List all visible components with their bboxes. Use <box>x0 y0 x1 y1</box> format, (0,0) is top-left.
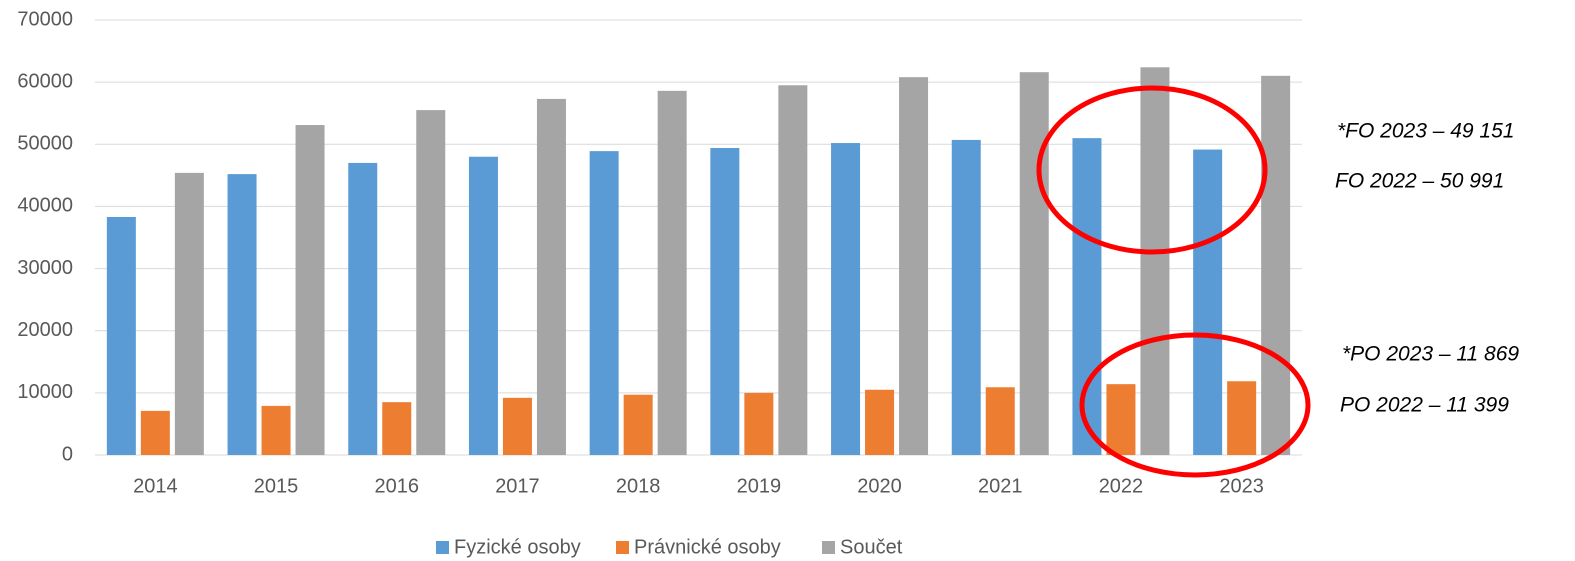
highlight-ellipse <box>1079 332 1311 478</box>
y-tick-label: 40000 <box>17 195 73 217</box>
bar <box>468 156 498 455</box>
bar <box>623 394 653 455</box>
x-tick-label: 2021 <box>978 475 1023 497</box>
bar <box>140 410 170 455</box>
y-tick-label: 70000 <box>17 8 73 30</box>
highlight-ellipse <box>1036 85 1268 255</box>
bar <box>536 98 566 456</box>
y-tick-label: 20000 <box>17 319 73 341</box>
bar <box>261 405 291 455</box>
bar <box>1227 381 1257 455</box>
bar <box>831 143 861 456</box>
x-tick-label: 2014 <box>133 475 178 497</box>
bar <box>899 77 929 456</box>
x-tick-label: 2018 <box>616 475 661 497</box>
annotation: *PO 2023 – 11 869 <box>1342 343 1519 366</box>
bar <box>710 148 740 455</box>
legend-label: Právnické osoby <box>634 536 781 558</box>
annotation: FO 2022 – 50 991 <box>1335 170 1504 193</box>
y-tick-label: 50000 <box>17 133 73 155</box>
bar <box>744 392 774 455</box>
legend-swatch <box>822 541 835 554</box>
legend-label: Součet <box>840 536 903 558</box>
x-tick-label: 2015 <box>254 475 299 497</box>
y-tick-label: 0 <box>62 443 73 465</box>
y-tick-label: 30000 <box>17 257 73 279</box>
x-tick-label: 2023 <box>1219 475 1264 497</box>
bar <box>416 110 446 455</box>
x-tick-label: 2017 <box>495 475 540 497</box>
bar <box>1193 149 1223 455</box>
bar <box>1140 67 1170 455</box>
legend-swatch <box>436 541 449 554</box>
bar <box>657 90 687 455</box>
y-tick-label: 10000 <box>17 381 73 403</box>
x-tick-label: 2020 <box>857 475 902 497</box>
annotation: *FO 2023 – 49 151 <box>1337 120 1514 143</box>
bar <box>985 387 1015 455</box>
x-tick-label: 2016 <box>375 475 420 497</box>
bar <box>778 85 808 455</box>
bar <box>1072 138 1102 455</box>
bar <box>295 125 325 456</box>
bar <box>951 139 981 455</box>
legend-swatch <box>616 541 629 554</box>
bar <box>227 174 257 455</box>
legend-label: Fyzické osoby <box>454 536 581 558</box>
annotation: PO 2022 – 11 399 <box>1340 394 1509 417</box>
bar <box>174 172 204 455</box>
bar <box>589 151 619 455</box>
bar <box>865 389 895 455</box>
x-tick-label: 2019 <box>737 475 782 497</box>
bar <box>382 402 412 455</box>
bar <box>106 216 136 455</box>
y-tick-label: 60000 <box>17 70 73 92</box>
bar <box>502 397 532 455</box>
bar <box>1261 75 1291 455</box>
bar <box>348 162 378 455</box>
bar <box>1106 384 1136 455</box>
bar <box>1019 72 1049 455</box>
x-tick-label: 2022 <box>1099 475 1144 497</box>
